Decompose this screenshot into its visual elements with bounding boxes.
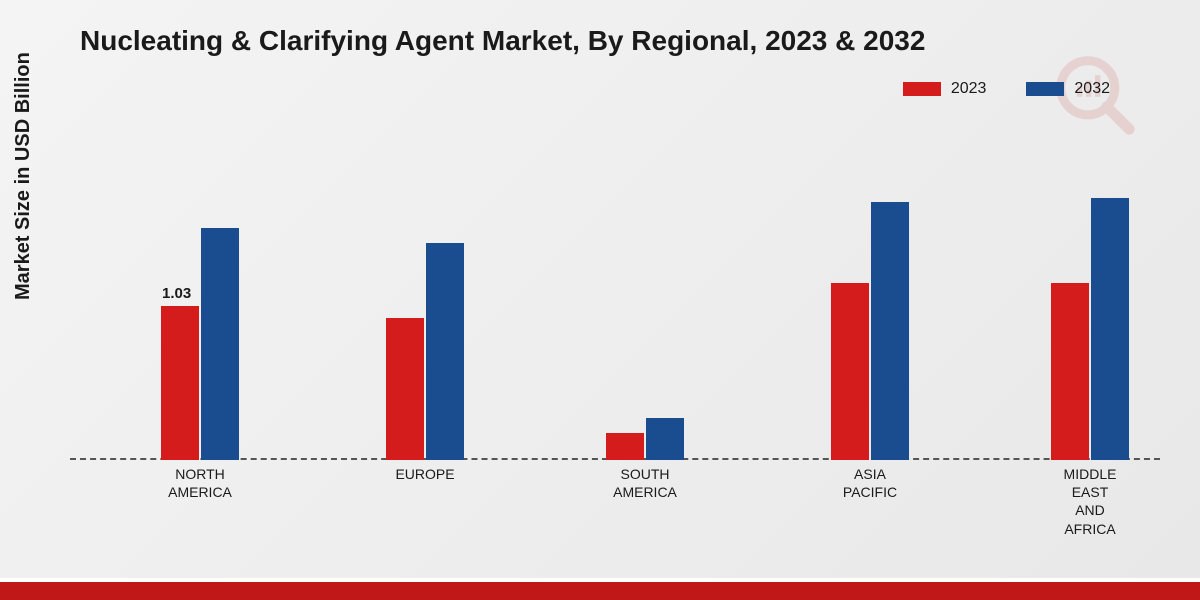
bar-group	[606, 418, 684, 460]
plot-area: 1.03	[70, 130, 1160, 460]
x-tick-label: EUROPE	[395, 465, 454, 483]
legend-item-2023: 2023	[903, 80, 987, 98]
x-tick-label: MIDDLE EAST AND AFRICA	[1064, 465, 1117, 538]
bar-group	[1051, 198, 1129, 461]
bar-2032	[646, 418, 684, 460]
y-axis-label: Market Size in USD Billion	[12, 52, 35, 300]
footer-accent-bar	[0, 582, 1200, 600]
bar-group	[831, 202, 909, 460]
bar-group	[386, 243, 464, 461]
x-labels-layer: NORTH AMERICA EUROPE SOUTH AMERICA ASIA PAC…	[70, 465, 1160, 545]
chart-title: Nucleating & Clarifying Agent Market, By…	[80, 25, 925, 57]
legend-item-2032: 2032	[1026, 80, 1110, 98]
bar-2023	[606, 433, 644, 460]
legend-swatch-2023	[903, 82, 941, 96]
bar-2023	[386, 318, 424, 461]
bar-group	[161, 228, 239, 461]
bar-2032	[871, 202, 909, 460]
bar-2023	[1051, 283, 1089, 460]
bar-2023	[161, 306, 199, 461]
legend-label-2023: 2023	[951, 80, 987, 98]
bar-2032	[201, 228, 239, 461]
bar-2032	[426, 243, 464, 461]
chart-container: Nucleating & Clarifying Agent Market, By…	[0, 0, 1200, 600]
x-tick-label: SOUTH AMERICA	[613, 465, 677, 501]
legend-label-2032: 2032	[1074, 80, 1110, 98]
x-tick-label: NORTH AMERICA	[168, 465, 232, 501]
bar-2032	[1091, 198, 1129, 461]
legend-swatch-2032	[1026, 82, 1064, 96]
bar-2023	[831, 283, 869, 460]
x-tick-label: ASIA PACIFIC	[843, 465, 897, 501]
legend: 2023 2032	[903, 80, 1110, 98]
